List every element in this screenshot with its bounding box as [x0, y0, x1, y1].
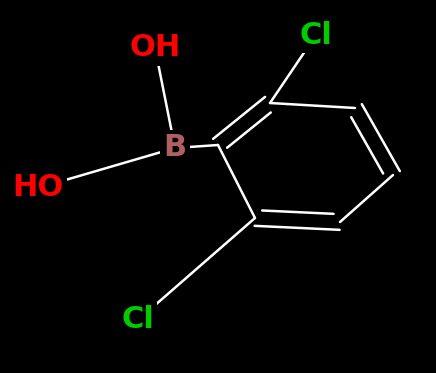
Text: Cl: Cl: [122, 305, 154, 335]
Text: Cl: Cl: [300, 21, 332, 50]
Text: B: B: [164, 134, 187, 163]
Text: OH: OH: [129, 34, 181, 63]
Text: HO: HO: [12, 173, 64, 203]
